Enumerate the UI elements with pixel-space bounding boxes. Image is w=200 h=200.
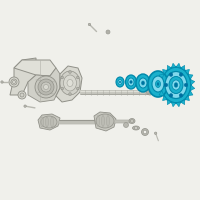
Polygon shape: [157, 85, 162, 91]
Circle shape: [24, 105, 26, 107]
Circle shape: [69, 71, 71, 73]
Ellipse shape: [118, 79, 122, 84]
Polygon shape: [163, 69, 167, 74]
Circle shape: [69, 93, 71, 95]
Ellipse shape: [119, 81, 121, 83]
Circle shape: [124, 122, 128, 128]
Ellipse shape: [44, 84, 48, 90]
Ellipse shape: [106, 116, 110, 127]
Circle shape: [88, 23, 91, 26]
Ellipse shape: [18, 91, 26, 99]
Polygon shape: [56, 66, 82, 102]
Ellipse shape: [156, 80, 160, 88]
Ellipse shape: [96, 114, 114, 128]
Ellipse shape: [132, 126, 140, 130]
Circle shape: [154, 132, 157, 134]
Polygon shape: [188, 91, 193, 96]
Ellipse shape: [116, 77, 124, 87]
Ellipse shape: [142, 81, 144, 85]
Ellipse shape: [146, 89, 154, 95]
Ellipse shape: [174, 83, 178, 87]
Ellipse shape: [152, 76, 164, 92]
Ellipse shape: [64, 75, 76, 91]
Ellipse shape: [129, 118, 135, 123]
Polygon shape: [94, 112, 116, 131]
Ellipse shape: [50, 117, 54, 127]
Ellipse shape: [12, 80, 16, 84]
Polygon shape: [167, 100, 171, 105]
Polygon shape: [159, 91, 164, 96]
Ellipse shape: [20, 93, 24, 97]
Circle shape: [76, 87, 79, 90]
Circle shape: [61, 87, 64, 90]
Polygon shape: [188, 74, 193, 79]
Ellipse shape: [126, 75, 136, 89]
Polygon shape: [185, 96, 189, 101]
Circle shape: [61, 76, 64, 79]
Ellipse shape: [41, 82, 51, 92]
Polygon shape: [190, 79, 195, 85]
Circle shape: [184, 83, 188, 87]
Ellipse shape: [11, 79, 17, 85]
Ellipse shape: [46, 117, 48, 127]
Ellipse shape: [134, 127, 138, 129]
Circle shape: [142, 129, 148, 136]
Polygon shape: [190, 85, 195, 91]
Circle shape: [1, 81, 3, 83]
Polygon shape: [14, 60, 56, 76]
Polygon shape: [185, 69, 189, 74]
Polygon shape: [38, 114, 60, 130]
Circle shape: [169, 94, 173, 97]
Ellipse shape: [172, 80, 180, 90]
Ellipse shape: [130, 120, 134, 122]
Ellipse shape: [139, 78, 147, 88]
Ellipse shape: [40, 117, 44, 127]
Polygon shape: [176, 102, 181, 107]
Ellipse shape: [41, 116, 57, 128]
Ellipse shape: [165, 72, 187, 98]
Circle shape: [164, 83, 168, 87]
Polygon shape: [181, 65, 185, 70]
Ellipse shape: [102, 116, 104, 127]
Circle shape: [143, 130, 147, 134]
Polygon shape: [176, 63, 181, 68]
Ellipse shape: [67, 79, 73, 86]
Ellipse shape: [149, 91, 151, 93]
Ellipse shape: [9, 77, 19, 87]
Circle shape: [179, 73, 183, 76]
Ellipse shape: [128, 78, 134, 86]
Circle shape: [76, 76, 79, 79]
Polygon shape: [171, 63, 176, 68]
Ellipse shape: [148, 90, 152, 94]
Ellipse shape: [148, 71, 168, 97]
Ellipse shape: [157, 82, 159, 86]
Ellipse shape: [60, 71, 80, 95]
Polygon shape: [10, 58, 36, 95]
Polygon shape: [157, 79, 162, 85]
Polygon shape: [163, 96, 167, 101]
Polygon shape: [181, 100, 185, 105]
Ellipse shape: [96, 116, 100, 127]
Ellipse shape: [136, 74, 150, 92]
Ellipse shape: [169, 76, 183, 94]
Polygon shape: [28, 68, 60, 102]
Polygon shape: [167, 65, 171, 70]
Circle shape: [106, 30, 110, 34]
Polygon shape: [171, 102, 176, 107]
Ellipse shape: [35, 76, 57, 98]
Ellipse shape: [38, 79, 54, 95]
Circle shape: [107, 31, 109, 33]
Polygon shape: [159, 74, 164, 79]
Ellipse shape: [161, 67, 191, 103]
Circle shape: [169, 73, 173, 76]
Circle shape: [179, 94, 183, 97]
Ellipse shape: [130, 80, 132, 84]
